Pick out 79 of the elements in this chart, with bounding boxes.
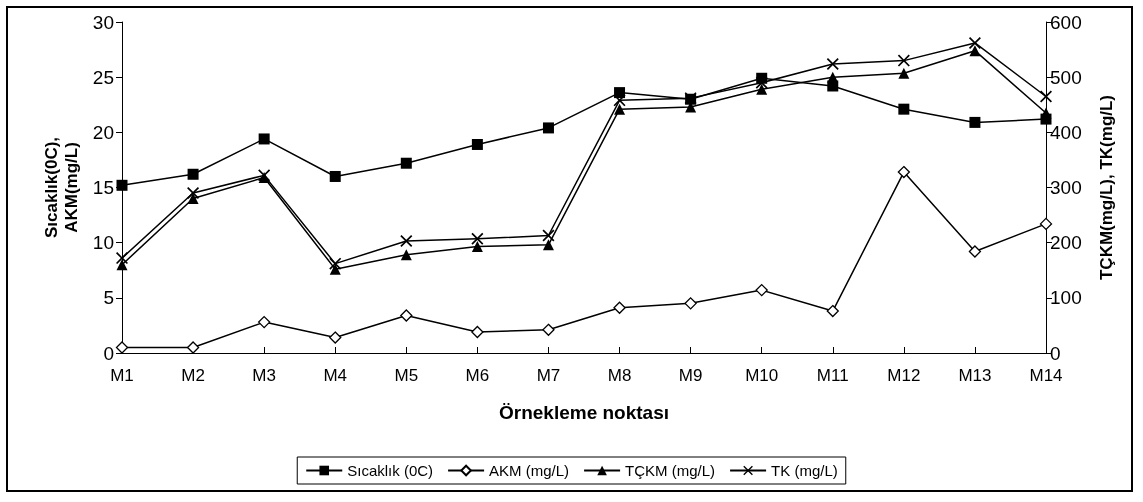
point bbox=[898, 67, 910, 79]
point bbox=[968, 36, 981, 49]
point bbox=[898, 103, 910, 115]
y2-tick-label: 0 bbox=[1050, 342, 1061, 364]
point bbox=[329, 257, 342, 270]
point bbox=[471, 241, 483, 253]
y-axis-title: Sıcaklık(0C), AKM(mg/L) bbox=[42, 136, 82, 239]
point bbox=[471, 325, 484, 339]
point bbox=[613, 94, 626, 107]
x-tick-label: M7 bbox=[536, 366, 561, 385]
point bbox=[471, 138, 483, 150]
legend-label: TÇKM (mg/L) bbox=[625, 462, 716, 479]
y2-tick-label: 200 bbox=[1050, 232, 1082, 254]
x-tick-label: M3 bbox=[252, 366, 276, 385]
x-tick-label: M2 bbox=[181, 366, 205, 385]
point bbox=[827, 71, 839, 83]
point bbox=[1040, 107, 1052, 119]
point bbox=[116, 259, 128, 271]
point bbox=[400, 309, 413, 322]
point bbox=[329, 263, 341, 275]
point bbox=[969, 116, 981, 128]
x-tick-label: M6 bbox=[465, 366, 490, 385]
x-tick-label: M5 bbox=[394, 366, 419, 385]
point bbox=[542, 239, 554, 251]
y2-tick-label: 500 bbox=[1050, 66, 1082, 88]
x-tick-label: M12 bbox=[887, 366, 921, 385]
y-tick-label: 15 bbox=[92, 177, 114, 198]
point bbox=[969, 45, 981, 57]
x-tick-label: M1 bbox=[110, 366, 134, 385]
point bbox=[826, 57, 839, 70]
point bbox=[755, 76, 768, 89]
y-tick-label: 5 bbox=[103, 287, 114, 309]
point bbox=[329, 331, 342, 344]
point bbox=[542, 229, 555, 242]
y2-tick-label: 100 bbox=[1050, 287, 1082, 309]
x-tick-label: M8 bbox=[607, 366, 632, 385]
y2-tick-label: 600 bbox=[1050, 11, 1082, 33]
point bbox=[116, 179, 128, 191]
point bbox=[329, 170, 341, 182]
point bbox=[116, 252, 128, 265]
point bbox=[756, 83, 768, 95]
x-tick-label: M9 bbox=[678, 366, 703, 385]
point bbox=[400, 157, 412, 169]
x-tick-label: M14 bbox=[1029, 366, 1063, 385]
y2-tick-label: 400 bbox=[1050, 121, 1082, 143]
legend-label: Sıcaklık (0C) bbox=[347, 462, 434, 479]
point bbox=[1039, 217, 1053, 231]
y-tick-label: 30 bbox=[92, 11, 114, 33]
point bbox=[187, 168, 199, 180]
x-tick-label: M4 bbox=[323, 366, 348, 385]
point bbox=[258, 133, 270, 145]
point bbox=[542, 323, 555, 336]
point bbox=[613, 301, 626, 314]
point bbox=[968, 245, 982, 258]
y-tick-label: 20 bbox=[92, 121, 114, 143]
point bbox=[400, 249, 412, 261]
point bbox=[755, 283, 768, 297]
point bbox=[684, 297, 697, 310]
point bbox=[258, 315, 271, 329]
point bbox=[115, 341, 129, 354]
legend-label: AKM (mg/L) bbox=[489, 462, 570, 479]
point bbox=[187, 193, 199, 205]
x-tick-label: M13 bbox=[958, 366, 992, 385]
y2-axis-title: TÇKM(mg/L), TK(mg/L) bbox=[1096, 94, 1116, 281]
x-axis-title: Örnekleme noktası bbox=[498, 402, 670, 423]
y-tick-label: 0 bbox=[103, 342, 114, 364]
point bbox=[614, 103, 626, 115]
y2-tick-label: 300 bbox=[1050, 177, 1082, 198]
y-tick-label: 10 bbox=[92, 232, 114, 254]
point bbox=[187, 187, 200, 200]
point bbox=[471, 232, 484, 245]
x-tick-label: M11 bbox=[816, 366, 849, 385]
point bbox=[186, 341, 200, 354]
x-tick-label: M10 bbox=[745, 366, 779, 385]
legend-label: TK (mg/L) bbox=[771, 462, 838, 479]
point bbox=[542, 122, 554, 134]
point bbox=[826, 304, 839, 318]
y-tick-label: 25 bbox=[92, 66, 114, 88]
point bbox=[897, 165, 910, 179]
